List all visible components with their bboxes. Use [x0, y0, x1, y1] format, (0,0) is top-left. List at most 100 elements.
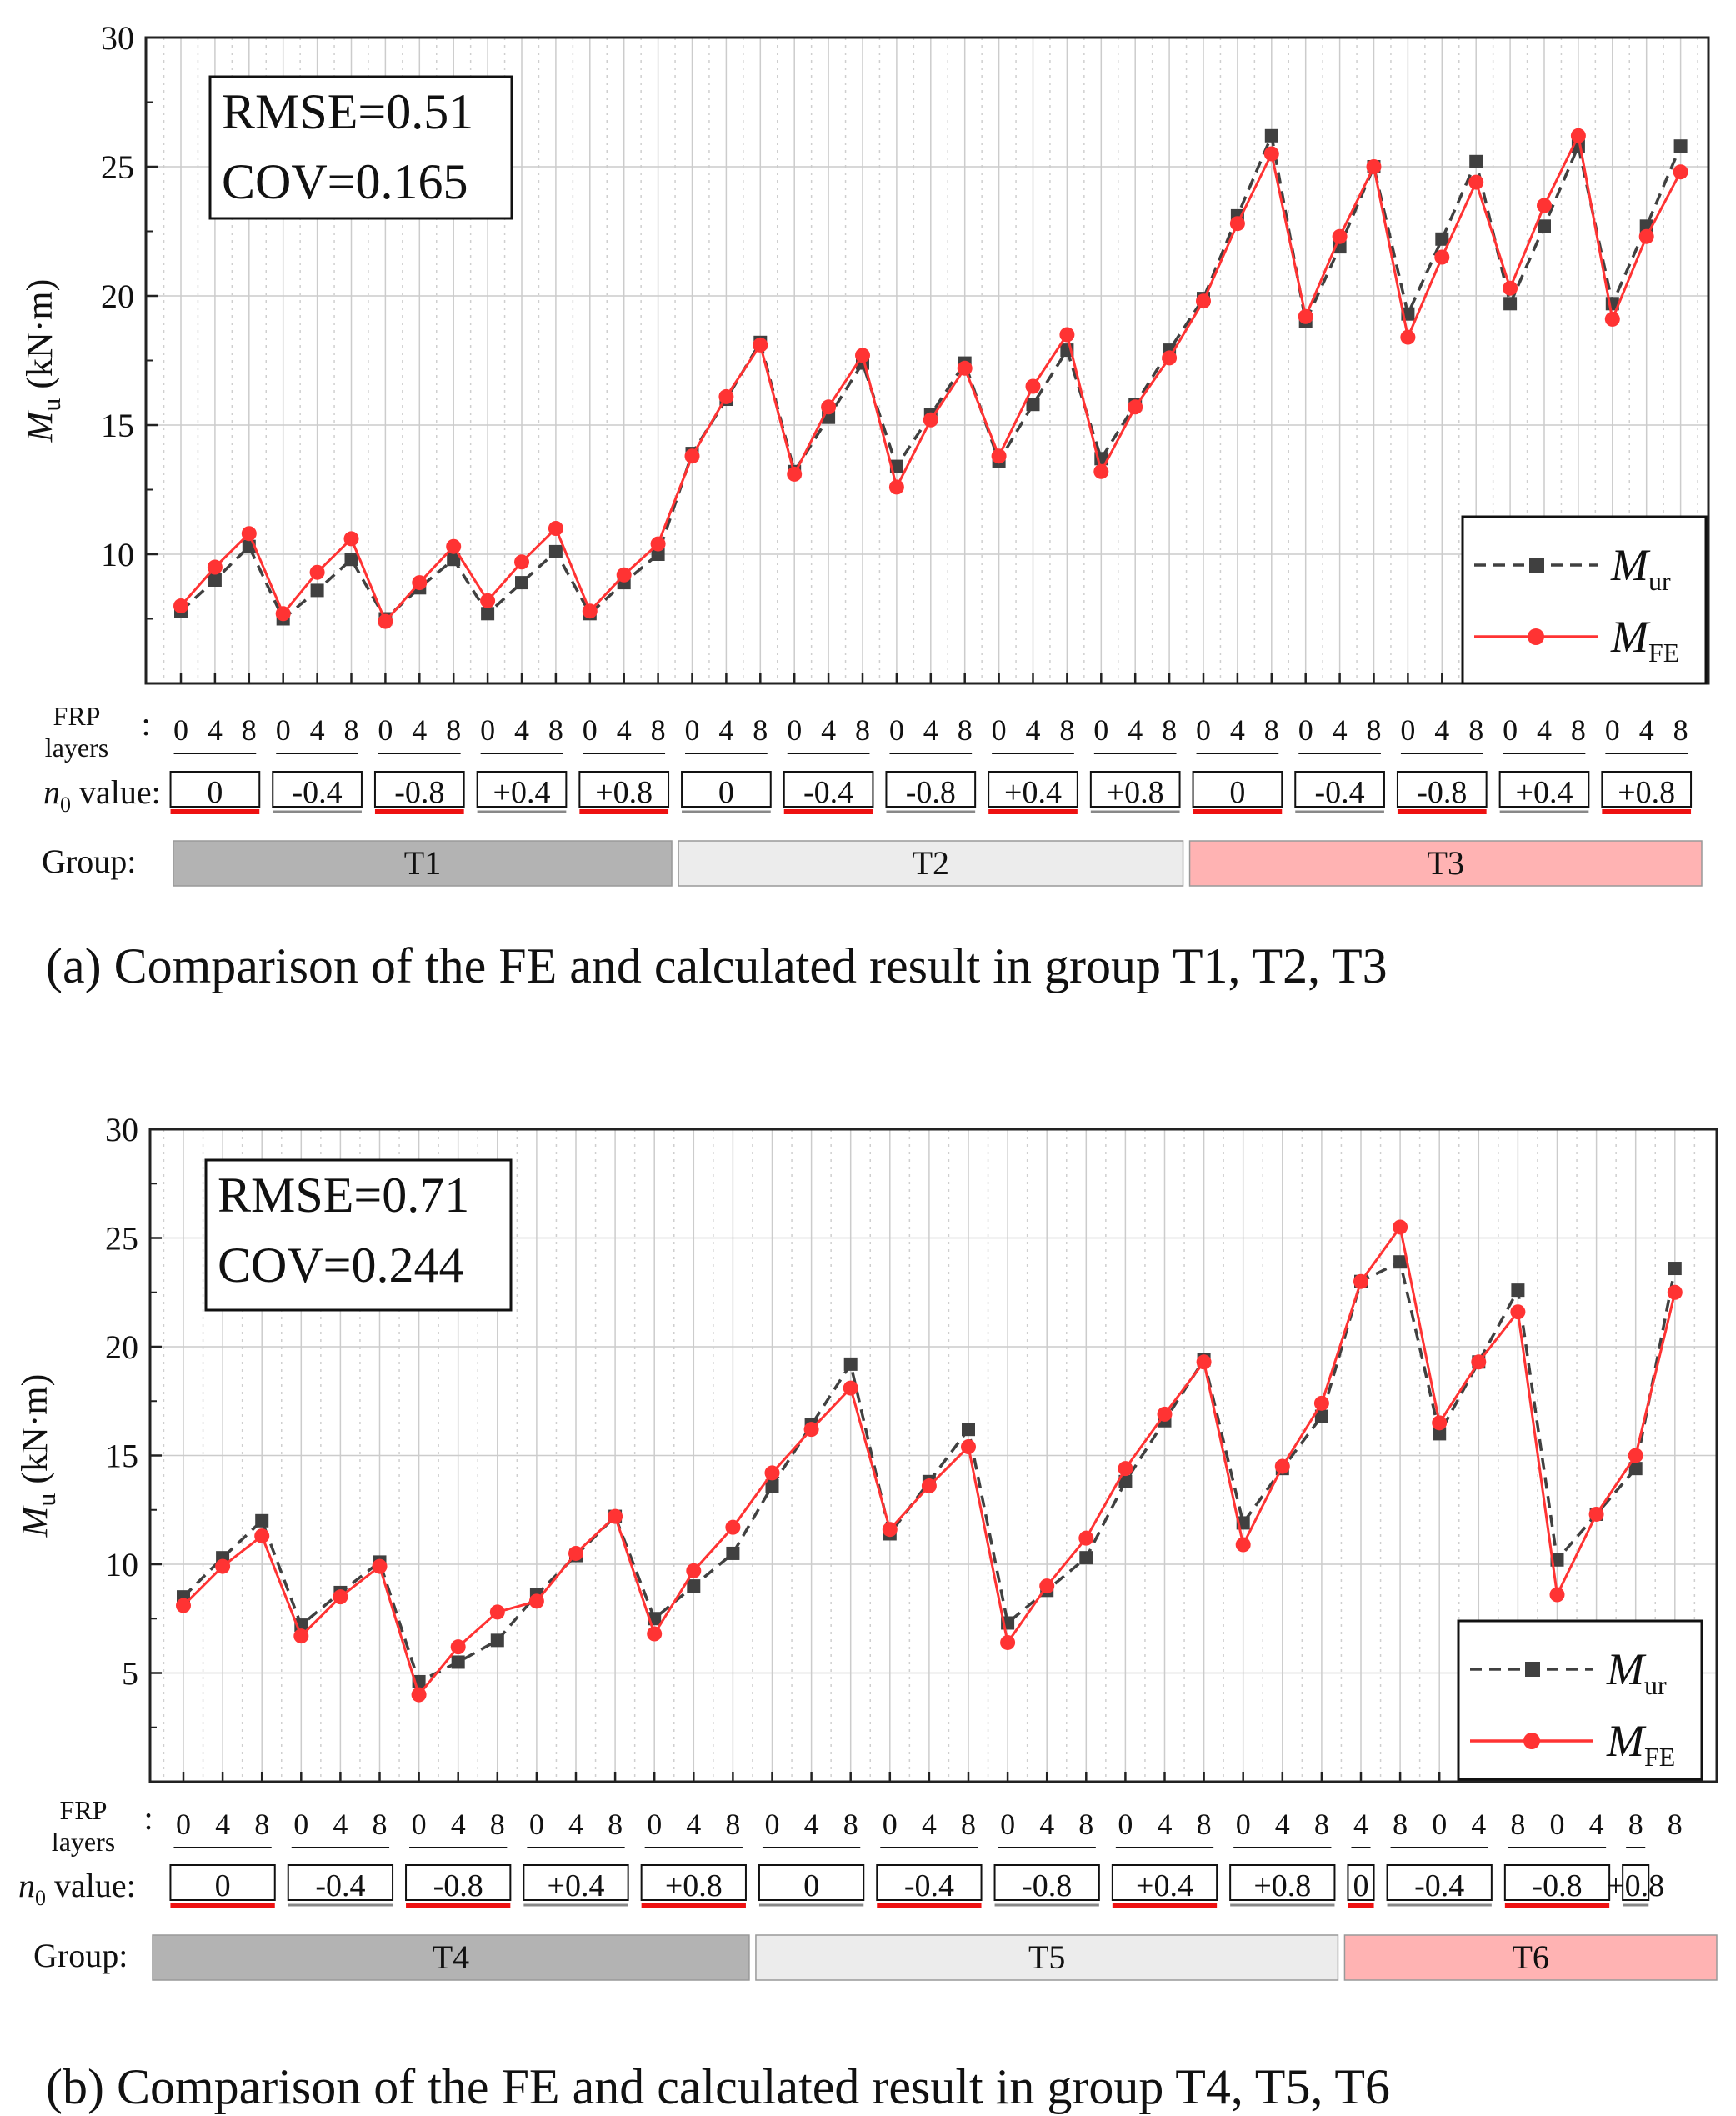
chart-a-series-MFE-point	[173, 598, 188, 613]
chart-b-frp-value: 0	[176, 1808, 191, 1841]
chart-a-frp-value: 4	[310, 713, 325, 747]
chart-a-frp-value: 4	[412, 713, 427, 747]
chart-b-n0-label-main: n	[18, 1867, 35, 1904]
chart-a-frp-value: 0	[685, 713, 700, 747]
chart-a-frp-value: 8	[1673, 713, 1688, 747]
chart-a-frp-label-2: layers	[45, 733, 108, 763]
chart-a-series-MFE-point	[1229, 216, 1245, 232]
chart-a-series-MFE-point	[753, 337, 768, 353]
chart-a-n0-value: +0.4	[493, 775, 551, 810]
chart-b-series-Mur-point	[1079, 1551, 1093, 1565]
chart-b-n0-label: n0 value:	[18, 1867, 136, 1910]
chart-a-series-MFE-point	[1162, 350, 1178, 366]
chart-b-n0-box	[876, 1864, 983, 1901]
chart-a-series-MFE-point	[1366, 159, 1382, 174]
chart-a-frp-value: 0	[1503, 713, 1518, 747]
chart-a-series-MFE-point	[1196, 293, 1211, 309]
chart-b-legend-label-Mur-main: M	[1606, 1644, 1647, 1694]
chart-b-n0-box	[1386, 1864, 1493, 1901]
chart-b-svg: 5 10 15 20 25 30 Mu (kN·m) RMSE=0.71 COV=0.244 Mu…	[14, 1111, 1718, 1981]
chart-a-y-axis-label-sub: u	[36, 398, 66, 412]
chart-a-series-Mur-point	[447, 553, 461, 567]
chart-a-frp-value: 4	[1639, 713, 1654, 747]
chart-a-frp-value: 8	[1264, 713, 1279, 747]
chart-a-frp-value: 4	[1537, 713, 1552, 747]
chart-a-series-MFE-point	[309, 564, 325, 580]
chart-b-n0-box	[1229, 1864, 1336, 1901]
chart-b-series-Mur-point	[1511, 1283, 1525, 1298]
chart-b-series-MFE-point	[1196, 1354, 1212, 1370]
chart-a-series-Mur-point	[1503, 297, 1518, 311]
chart-b-legend-label-MFE: MFE	[1606, 1716, 1675, 1772]
chart-b-frp-value: 0	[1236, 1808, 1251, 1841]
caption-a: (a) Comparison of the FE and calculated …	[46, 938, 1388, 993]
chart-a-n0-label: n0 value:	[43, 773, 161, 817]
chart-a-series-MFE-point	[480, 593, 496, 608]
chart-a-series-MFE-point	[582, 603, 598, 619]
chart-b-series-MFE-point	[1118, 1461, 1133, 1477]
chart-b-series-Mur-point	[451, 1655, 465, 1669]
chart-a-series-MFE-point	[446, 538, 462, 554]
chart-b-series-Mur-point	[1118, 1474, 1133, 1488]
chart-b-n0-box	[1622, 1864, 1650, 1901]
chart-b-series-MFE-point	[372, 1558, 388, 1574]
chart-b-n0-box	[1503, 1864, 1611, 1901]
chart-a-group-name: T3	[1428, 844, 1464, 882]
chart-a-frp-value: 0	[378, 713, 393, 747]
chart-a-series-Mur-point	[1469, 154, 1483, 168]
chart-b-series-Mur-point	[490, 1633, 504, 1648]
chart-a-frp-colon: :	[141, 705, 150, 743]
chart-b-group-bar	[1343, 1934, 1718, 1981]
chart-a-series-Mur-point	[208, 573, 222, 587]
chart-a-stats-line: RMSE=0.51	[222, 84, 473, 139]
chart-b-series-MFE-point	[1039, 1578, 1055, 1594]
chart-b-series-MFE-point	[647, 1626, 663, 1642]
chart-b-plot-frame	[148, 1128, 1718, 1783]
chart-b-legend-marker-Mur	[1525, 1662, 1540, 1677]
chart-a-n0-label-main: n	[43, 773, 60, 811]
chart-b-group-bar	[755, 1934, 1339, 1981]
chart-b-n0-value: 0	[1353, 1868, 1369, 1903]
chart-b-series-MFE-point	[568, 1545, 583, 1561]
chart-a-group-label: Group:	[42, 843, 136, 880]
chart-a-series-Mur-point	[344, 553, 358, 567]
chart-a-series-MFE-point	[1128, 399, 1143, 415]
chart-a-series-MFE-point	[855, 348, 870, 363]
chart-b-frp-value: 8	[373, 1808, 388, 1841]
chart-b-series-MFE-point	[1353, 1273, 1368, 1289]
chart-a-series-Mur-point	[1435, 232, 1449, 246]
chart-a-series-MFE-point	[616, 567, 632, 583]
chart-b-series-Mur-point	[962, 1423, 975, 1437]
chart-b-series-MFE-point	[961, 1439, 976, 1455]
chart-b-n0-value: 0	[215, 1868, 231, 1903]
chart-a-n0-box	[1601, 771, 1693, 808]
chart-b-series-Mur-point	[1314, 1409, 1328, 1423]
chart-a-group-name: T1	[404, 844, 441, 882]
chart-b-series-MFE-point	[1588, 1506, 1604, 1522]
chart-b-series-MFE-point	[803, 1422, 819, 1438]
chart-a-frp-value: 0	[1298, 713, 1313, 747]
chart-b-frp-value: 4	[686, 1808, 701, 1841]
chart-b-series-MFE-point	[1000, 1634, 1016, 1650]
chart-b-frp-value: 0	[765, 1808, 780, 1841]
chart-a-frp-value: 8	[1571, 713, 1586, 747]
chart-a-frp-value: 4	[208, 713, 223, 747]
chart-b-series-Mur-point	[1668, 1262, 1682, 1276]
chart-b-frp-value: 8	[254, 1808, 269, 1841]
chart-b-n0-value: +0.4	[548, 1868, 605, 1903]
chart-a-series-MFE-point	[1093, 463, 1109, 479]
chart-b-frp-value: 0	[1118, 1808, 1133, 1841]
chart-a-series-MFE-point	[241, 526, 257, 542]
chart-b-frp-value: 8	[1628, 1808, 1643, 1841]
chart-a-frp-value: 8	[1468, 713, 1483, 747]
chart-b-series-MFE-point	[764, 1465, 780, 1481]
chart-a-series-Mur-point	[1673, 139, 1688, 153]
chart-b-frp-value: 4	[451, 1808, 466, 1841]
chart-b-legend-label-MFE-main: M	[1606, 1716, 1647, 1766]
chart-b-frp-value: 4	[1471, 1808, 1486, 1841]
chart-b-y-tick-label: 5	[122, 1655, 138, 1693]
chart-b-series-MFE-point	[1313, 1395, 1329, 1411]
chart-a-y-tick-label: 20	[101, 278, 134, 315]
chart-a-frp-value: 0	[1400, 713, 1415, 747]
chart-a-series-MFE-point	[1059, 327, 1075, 343]
